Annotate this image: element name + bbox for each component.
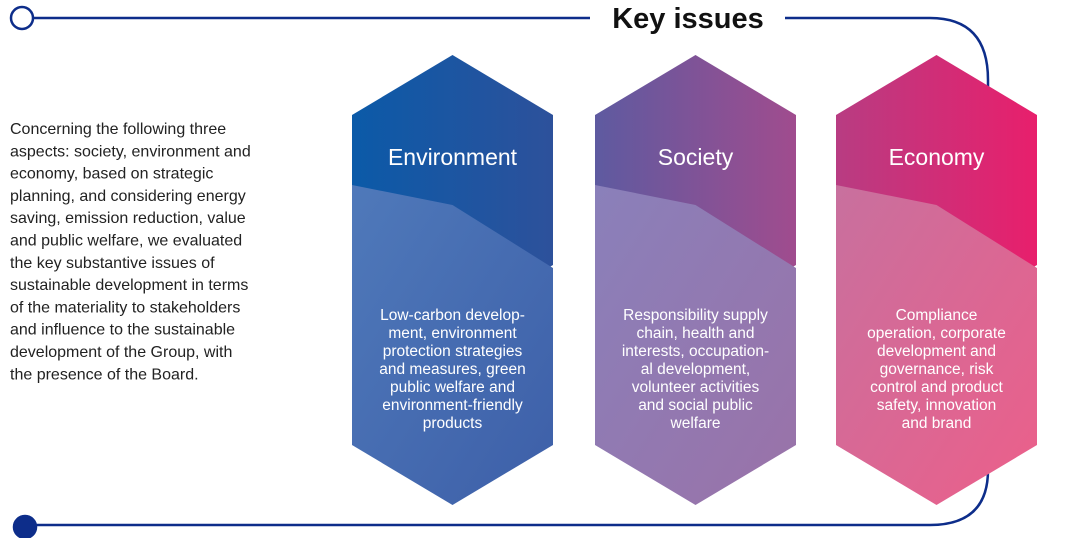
issues: Environment Low-carbon develop-ment, envi… — [352, 55, 1037, 505]
issue-body-line: welfare — [670, 415, 721, 432]
description-line: and influence to the sustainable — [10, 322, 235, 339]
issue-body-line: chain, health and — [636, 325, 754, 342]
issue-body-line: safety, innovation — [877, 397, 996, 414]
description-line: Concerning the following three — [10, 121, 226, 138]
open-circle — [9, 5, 35, 31]
issue-body-line: volunteer activities — [632, 379, 760, 396]
issue: Environment Low-carbon develop-ment, envi… — [352, 55, 553, 505]
hexagon-bottom — [595, 185, 796, 505]
description-line: of the materiality to stakeholders — [10, 299, 240, 316]
issue-body-line: public welfare and — [390, 379, 515, 396]
issue-body-line: and measures, green — [379, 361, 525, 378]
issue-body-line: development and — [877, 343, 996, 360]
issue-body-line: operation, corporate — [867, 325, 1006, 342]
description-line: sustainable development in terms — [10, 277, 248, 294]
issue-body-line: protection strategies — [383, 343, 523, 360]
filled-circle — [12, 514, 38, 538]
title: Key issues — [612, 3, 764, 35]
description-line: and public welfare, we evaluated — [10, 233, 242, 250]
description-line: economy, based on strategic — [10, 166, 213, 183]
description-line: aspects: society, environment and — [10, 143, 251, 160]
issue-body-line: and social public — [638, 397, 753, 414]
description-line: the presence of the Board. — [10, 366, 199, 383]
issue-heading: Society — [658, 144, 734, 170]
issue-body-line: ment, environment — [388, 325, 517, 342]
description-line: development of the Group, with — [10, 344, 232, 361]
description-line: the key substantive issues of — [10, 255, 215, 272]
issue-body-line: Compliance — [896, 307, 978, 324]
description-line: planning, and considering energy — [10, 188, 246, 205]
description: Concerning the following three aspects: s… — [10, 121, 251, 383]
issue-body-line: control and product — [870, 379, 1003, 396]
issue-body-line: interests, occupation- — [622, 343, 769, 360]
issue-body-line: environment-friendly — [382, 397, 523, 414]
hexagon-bottom — [352, 185, 553, 505]
issue-body-line: and brand — [902, 415, 972, 432]
issue-heading: Environment — [388, 144, 518, 170]
issue-body-line: governance, risk — [880, 361, 994, 378]
issue-body-line: Responsibility supply — [623, 307, 768, 324]
hexagon-bottom — [836, 185, 1037, 505]
issue-body-line: products — [423, 415, 483, 432]
issue-body-line: al development, — [641, 361, 750, 378]
issue-body-line: Low-carbon develop- — [380, 307, 525, 324]
issue-heading: Economy — [889, 144, 985, 170]
description-line: saving, emission reduction, value — [10, 210, 246, 227]
